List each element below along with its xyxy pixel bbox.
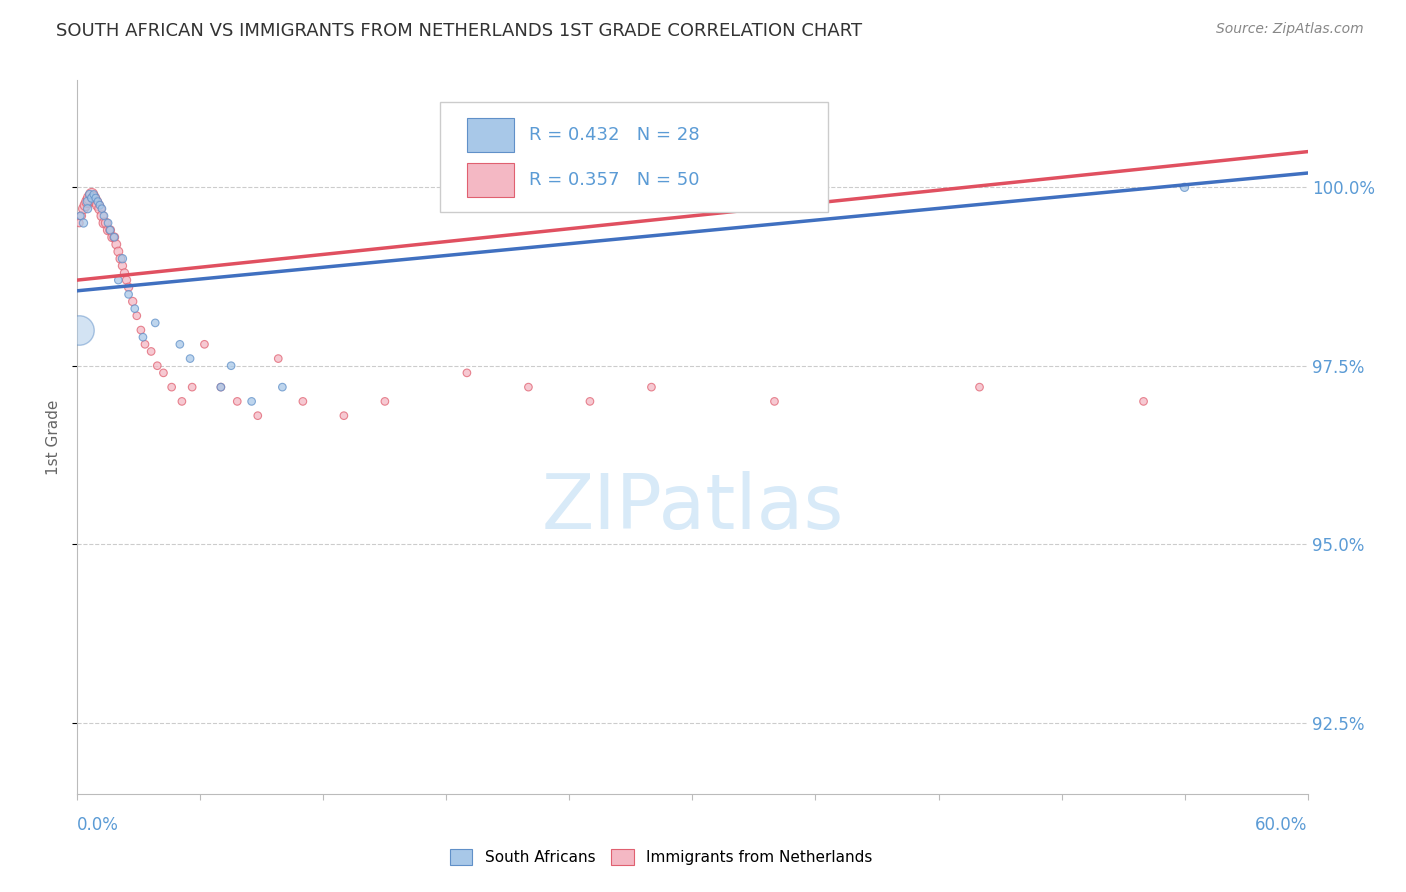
Point: [93, 209, 115, 223]
Text: ZIPatlas: ZIPatlas: [541, 472, 844, 545]
Point: [98, 223, 121, 237]
Text: 0.0%: 0.0%: [77, 815, 120, 833]
Point: [179, 351, 201, 366]
Point: [79, 191, 101, 205]
Point: [111, 252, 134, 266]
Point: [105, 237, 128, 252]
Text: R = 0.357   N = 50: R = 0.357 N = 50: [529, 171, 699, 189]
Y-axis label: 1st Grade: 1st Grade: [45, 400, 60, 475]
Point: [160, 380, 183, 394]
Point: [103, 230, 125, 244]
Point: [117, 287, 139, 301]
Point: [193, 337, 215, 351]
Point: [141, 344, 163, 359]
Point: [75, 198, 97, 212]
Point: [246, 409, 269, 423]
Point: [226, 394, 249, 409]
Point: [291, 394, 314, 409]
Point: [111, 259, 134, 273]
Point: [97, 223, 120, 237]
Point: [83, 187, 105, 202]
Point: [181, 380, 204, 394]
Point: [170, 394, 193, 409]
Point: [209, 380, 232, 394]
Point: [107, 273, 129, 287]
Point: [89, 198, 111, 212]
Point: [87, 198, 110, 212]
Point: [209, 380, 232, 394]
Point: [72, 216, 94, 230]
Text: Source: ZipAtlas.com: Source: ZipAtlas.com: [1216, 22, 1364, 37]
Point: [114, 266, 136, 280]
Point: [456, 366, 478, 380]
Point: [94, 216, 117, 230]
Point: [69, 209, 91, 223]
Point: [132, 330, 155, 344]
Point: [98, 223, 121, 237]
Text: R = 0.432   N = 28: R = 0.432 N = 28: [529, 126, 699, 144]
Text: 60.0%: 60.0%: [1256, 815, 1308, 833]
Point: [271, 380, 294, 394]
Point: [70, 209, 93, 223]
Point: [79, 187, 101, 202]
Point: [219, 359, 242, 373]
Point: [240, 394, 263, 409]
Point: [103, 230, 125, 244]
Point: [83, 191, 105, 205]
Point: [134, 337, 156, 351]
Point: [125, 309, 148, 323]
Point: [67, 323, 90, 337]
Point: [76, 194, 98, 209]
Point: [1174, 180, 1197, 194]
Point: [90, 209, 114, 223]
Point: [143, 316, 166, 330]
Point: [72, 202, 94, 216]
Point: [267, 351, 290, 366]
Point: [107, 244, 129, 259]
Point: [129, 323, 152, 337]
Point: [89, 202, 111, 216]
Point: [579, 394, 602, 409]
Point: [101, 230, 124, 244]
Point: [640, 380, 662, 394]
Point: [80, 191, 103, 205]
Point: [117, 280, 139, 294]
Point: [1132, 394, 1154, 409]
Point: [763, 394, 786, 409]
Point: [90, 202, 114, 216]
Text: SOUTH AFRICAN VS IMMIGRANTS FROM NETHERLANDS 1ST GRADE CORRELATION CHART: SOUTH AFRICAN VS IMMIGRANTS FROM NETHERL…: [56, 22, 862, 40]
Point: [93, 216, 115, 230]
FancyBboxPatch shape: [440, 102, 828, 212]
Point: [169, 337, 191, 351]
Legend: South Africans, Immigrants from Netherlands: South Africans, Immigrants from Netherla…: [443, 843, 879, 871]
Point: [517, 380, 540, 394]
Point: [152, 366, 174, 380]
Point: [67, 216, 90, 230]
Point: [84, 191, 107, 205]
Point: [80, 187, 103, 202]
Point: [333, 409, 356, 423]
Point: [374, 394, 396, 409]
Point: [84, 194, 107, 209]
Point: [969, 380, 991, 394]
Bar: [467, 118, 515, 153]
Point: [124, 301, 146, 316]
Point: [121, 294, 143, 309]
Point: [115, 273, 138, 287]
Point: [76, 194, 98, 209]
Bar: [467, 163, 515, 197]
Point: [110, 252, 132, 266]
Point: [97, 216, 120, 230]
Point: [76, 202, 98, 216]
Point: [87, 194, 110, 209]
Point: [146, 359, 169, 373]
